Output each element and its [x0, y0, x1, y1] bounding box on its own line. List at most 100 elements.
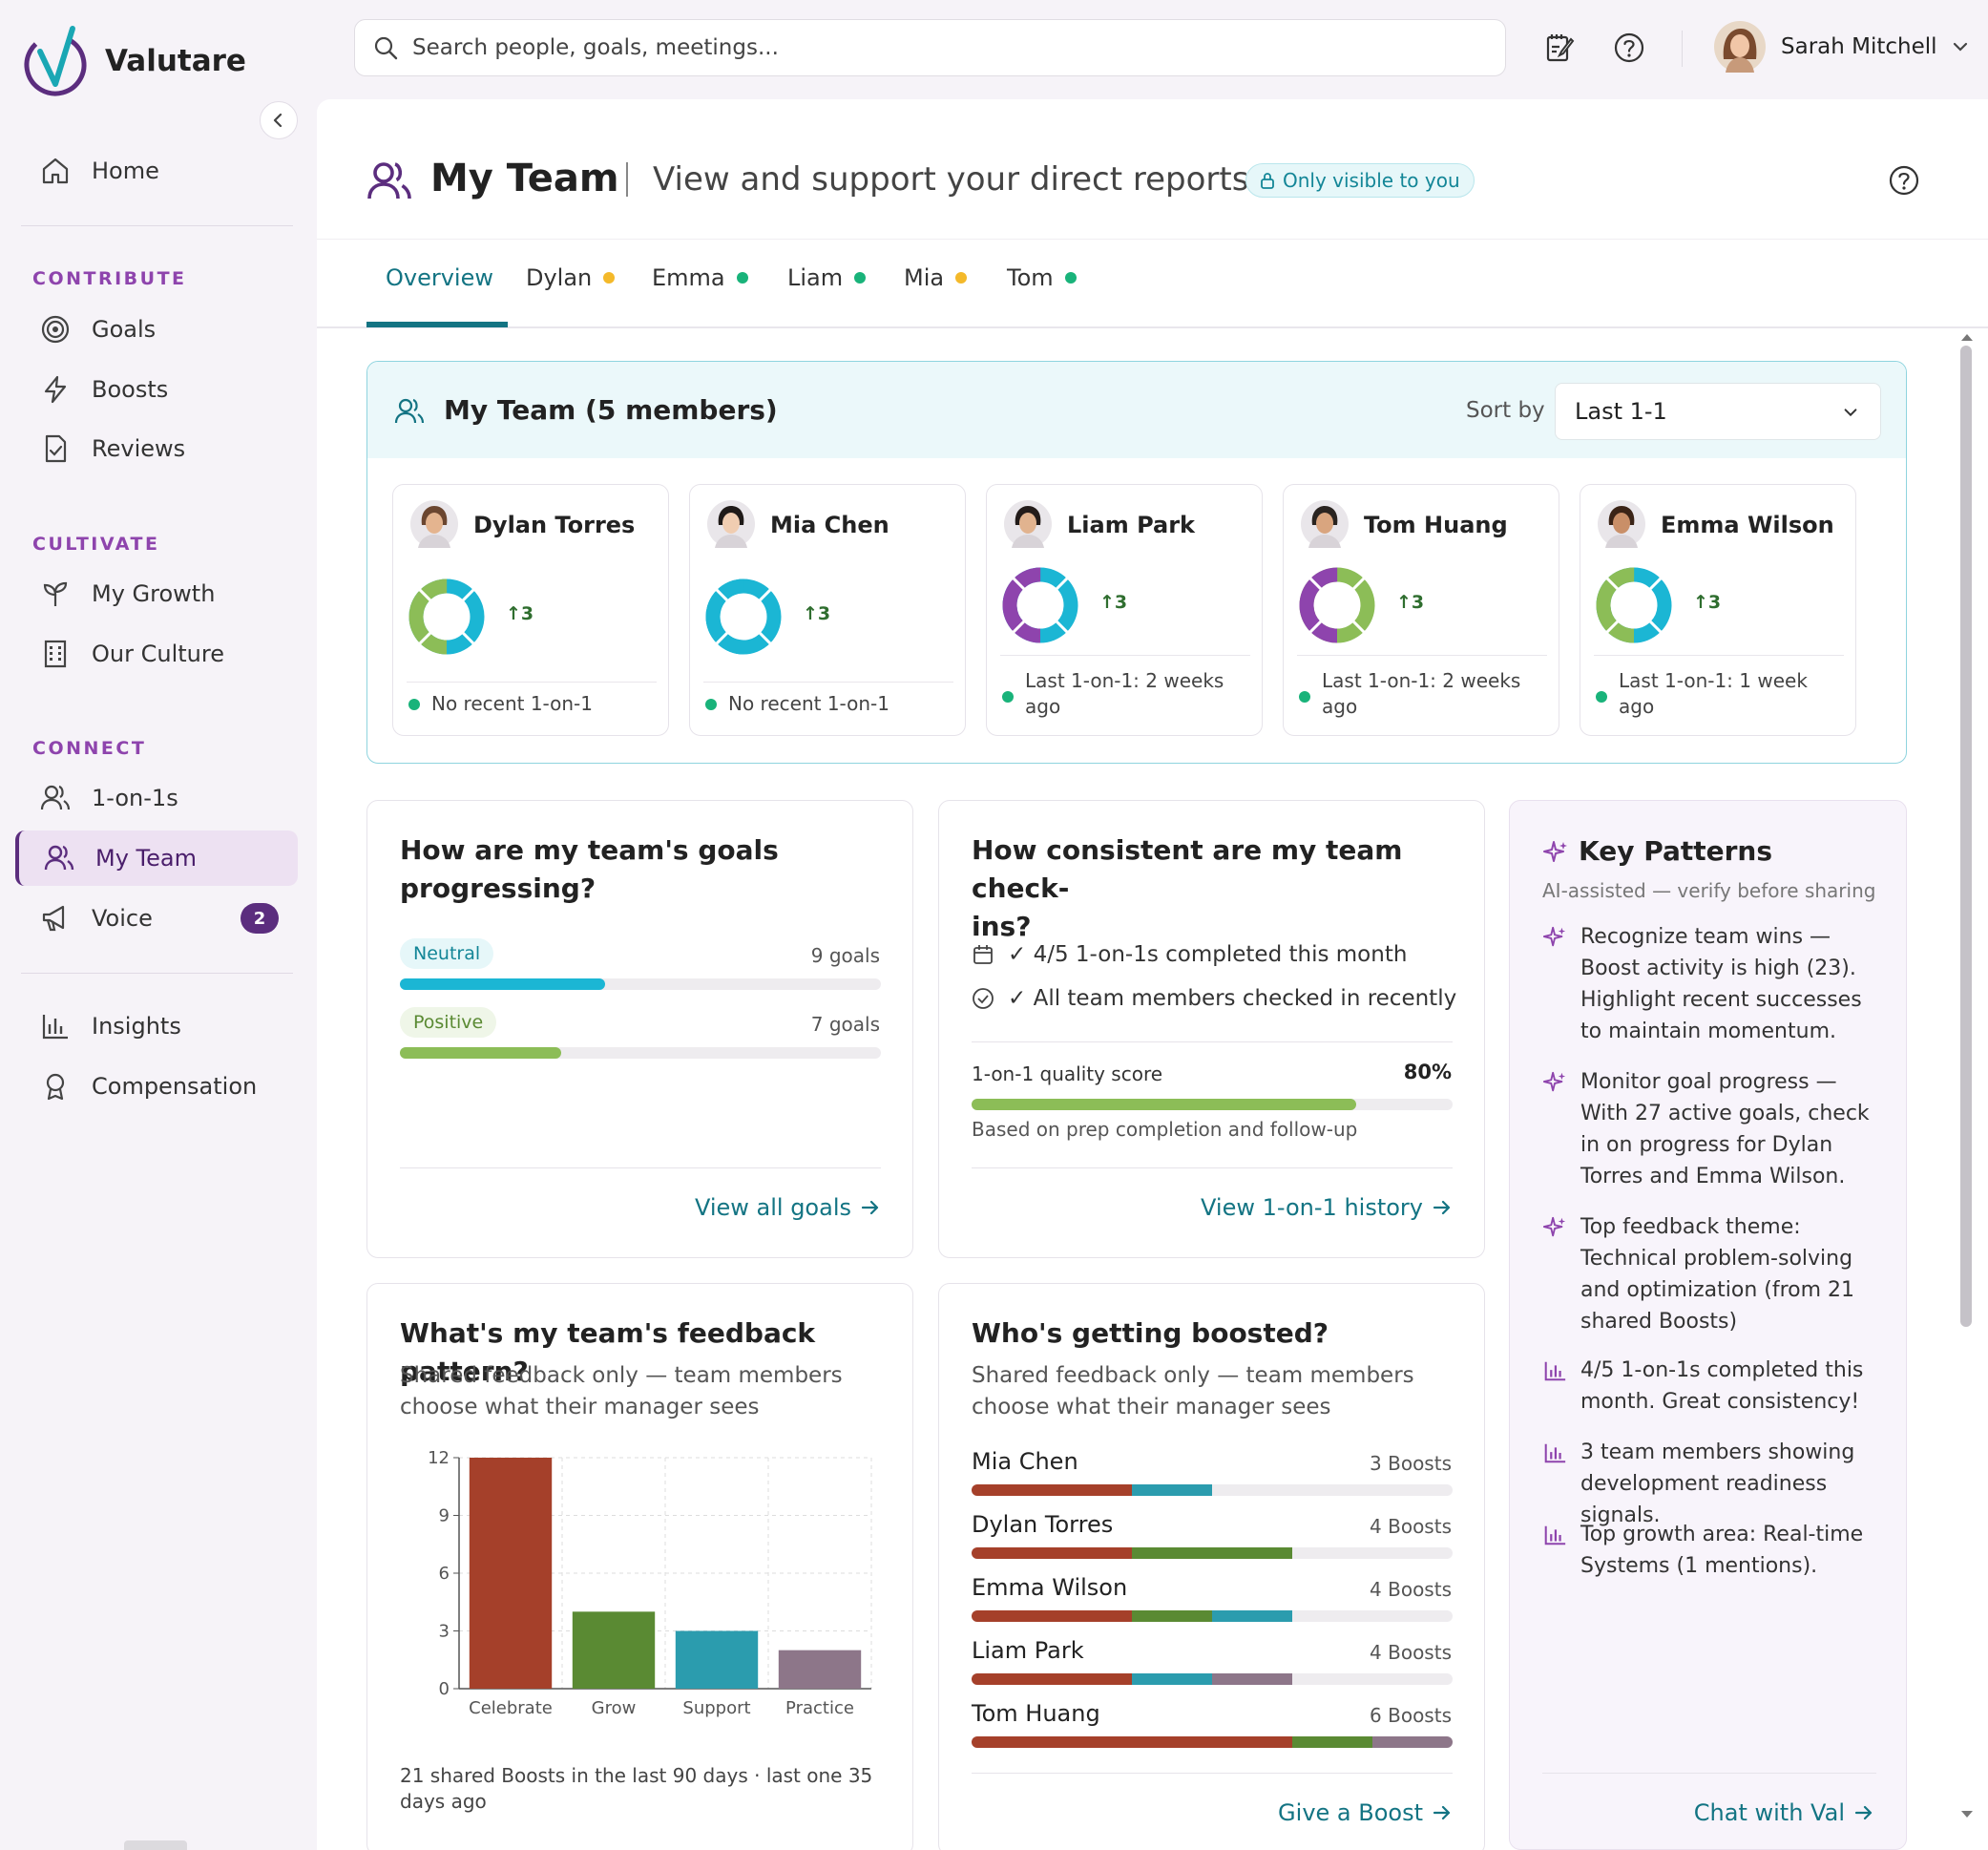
tab-emma[interactable]: Emma [652, 264, 748, 329]
help-circle-icon [1614, 32, 1644, 63]
scrollbar-thumb[interactable] [1960, 346, 1972, 1327]
help-button[interactable] [1610, 29, 1648, 67]
section-label-connect: CONNECT [32, 738, 147, 759]
status-dot [1596, 691, 1607, 703]
sidebar-item-1-on-1s[interactable]: 1-on-1s [15, 770, 298, 826]
feedback-pattern-card: What's my team's feedback pattern? Share… [366, 1283, 913, 1850]
logo[interactable]: Valutare [21, 21, 246, 101]
goal-status-ring [1299, 567, 1375, 643]
quality-score-note: Based on prep completion and follow-up [972, 1118, 1358, 1141]
sidebar-item-my-growth[interactable]: My Growth [15, 566, 298, 621]
tab-liam[interactable]: Liam [787, 264, 867, 329]
member-card[interactable]: Liam Park ↑3 Last 1-on-1: 2 weeks ago [986, 484, 1263, 736]
goal-progress-bar [400, 978, 881, 990]
panel-divider [1542, 1773, 1876, 1774]
goal-count: 7 goals [810, 1013, 880, 1036]
sidebar-item-compensation[interactable]: Compensation [15, 1059, 298, 1114]
boost-count: 4 Boosts [1370, 1578, 1452, 1601]
member-card[interactable]: Mia Chen ↑3 No recent 1-on-1 [689, 484, 966, 736]
quality-score-fill [972, 1099, 1357, 1110]
tab-overview[interactable]: Overview [386, 264, 493, 329]
sidebar-item-boosts[interactable]: Boosts [15, 362, 298, 417]
sidebar-item-my-team[interactable]: My Team [15, 830, 298, 886]
avatar [1301, 500, 1349, 548]
card-title-line: progressing? [400, 872, 596, 904]
feedback-footer-line: days ago [400, 1790, 487, 1813]
check-circle-icon [973, 988, 994, 1009]
last-1-on-1-status: Last 1-on-1: 1 week ago [1619, 669, 1808, 718]
award-icon [46, 1073, 65, 1101]
sidebar-item-goals[interactable]: Goals [15, 302, 298, 357]
arrow-right-icon [1433, 1200, 1451, 1215]
user-menu[interactable]: Sarah Mitchell [1714, 21, 1970, 73]
collapse-sidebar-button[interactable] [260, 101, 298, 139]
sidebar-item-reviews[interactable]: Reviews [15, 421, 298, 476]
tab-mia[interactable]: Mia [904, 264, 968, 329]
sprout-icon [43, 581, 68, 606]
tab-label: Tom [1007, 264, 1054, 291]
sidebar-item-label: My Team [95, 845, 197, 872]
goal-trend: ↑3 [1099, 592, 1128, 613]
scroll-up-arrow-icon[interactable] [1960, 332, 1974, 342]
card-title: How consistent are my team check-ins? [972, 831, 1484, 946]
sidebar-item-our-culture[interactable]: Our Culture [15, 626, 298, 682]
give-a-boost-link[interactable]: Give a Boost [1278, 1799, 1452, 1826]
scroll-down-arrow-icon[interactable] [1960, 1810, 1974, 1819]
tab-tom[interactable]: Tom [1007, 264, 1077, 329]
chart-bar-grow [572, 1611, 656, 1689]
scrollbar[interactable] [1958, 332, 1976, 1821]
chart-bar-support [675, 1630, 759, 1689]
active-tab-indicator [366, 322, 508, 327]
chat-with-val-link[interactable]: Chat with Val [1694, 1799, 1873, 1826]
card-title-line: ins? [972, 911, 1032, 942]
bar-chart-icon [1544, 1443, 1566, 1463]
chevron-left-icon [273, 113, 283, 128]
view-all-goals-link[interactable]: View all goals [695, 1194, 880, 1221]
notes-edit-icon [1546, 34, 1575, 62]
key-patterns-subtitle: AI-assisted — verify before sharing [1542, 879, 1876, 902]
boost-bar-segment [972, 1484, 1132, 1496]
card-divider [972, 1041, 1453, 1042]
sidebar-scroll-handle[interactable] [124, 1840, 187, 1850]
boost-bar [972, 1673, 1453, 1685]
member-card[interactable]: Emma Wilson ↑3 Last 1-on-1: 1 week ago [1580, 484, 1856, 736]
pattern-item: Recognize team wins — Boost activity is … [1542, 921, 1886, 1047]
pattern-icon-wrap [1542, 1437, 1580, 1531]
goal-trend: ↑3 [1396, 592, 1425, 613]
card-divider [972, 1773, 1453, 1774]
member-card-divider [1297, 655, 1547, 656]
tab-dylan[interactable]: Dylan [526, 264, 616, 329]
boost-bar [972, 1547, 1453, 1559]
member-card[interactable]: Dylan Torres ↑3 No recent 1-on-1 [392, 484, 669, 736]
sidebar-item-insights[interactable]: Insights [15, 999, 298, 1054]
search-input[interactable]: Search people, goals, meetings... [354, 19, 1506, 76]
card-subtitle-line: choose what their manager sees [972, 1395, 1331, 1419]
member-name: Liam Park [1067, 512, 1196, 538]
member-card[interactable]: Tom Huang ↑3 Last 1-on-1: 2 weeks ago [1283, 484, 1559, 736]
x-tick-label: Celebrate [469, 1698, 553, 1718]
boost-bar-segment [972, 1673, 1132, 1685]
checkins-card: How consistent are my team check-ins? ✓ … [938, 800, 1485, 1258]
megaphone-icon [42, 905, 65, 932]
search-icon [374, 36, 398, 60]
card-subtitle-line: Shared feedback only — team members [400, 1363, 843, 1388]
help-circle-icon[interactable] [1888, 164, 1920, 197]
pattern-icon-wrap [1542, 921, 1580, 1047]
status-dot [705, 699, 717, 710]
tab-bar: Overview Dylan Emma Liam Mia Tom [317, 239, 1988, 328]
pattern-icon-wrap [1542, 1211, 1580, 1337]
status-dot [955, 272, 968, 284]
sidebar-item-home[interactable]: Home [15, 143, 298, 199]
sidebar-item-label: My Growth [92, 580, 216, 607]
sidebar-divider [21, 973, 293, 974]
chart-bar-practice [778, 1650, 862, 1689]
avatar [1714, 21, 1766, 73]
sidebar-item-label: Goals [92, 316, 157, 343]
sidebar-item-voice[interactable]: Voice [15, 891, 298, 946]
view-1-on-1-history-link[interactable]: View 1-on-1 history [1201, 1194, 1452, 1221]
goal-status-ring [705, 578, 782, 655]
pattern-item: 4/5 1-on-1s completed this month. Great … [1542, 1355, 1886, 1418]
notes-button[interactable] [1540, 29, 1579, 67]
sort-select[interactable]: Last 1-1 [1555, 383, 1881, 440]
goal-status-pill: Neutral [400, 938, 494, 969]
